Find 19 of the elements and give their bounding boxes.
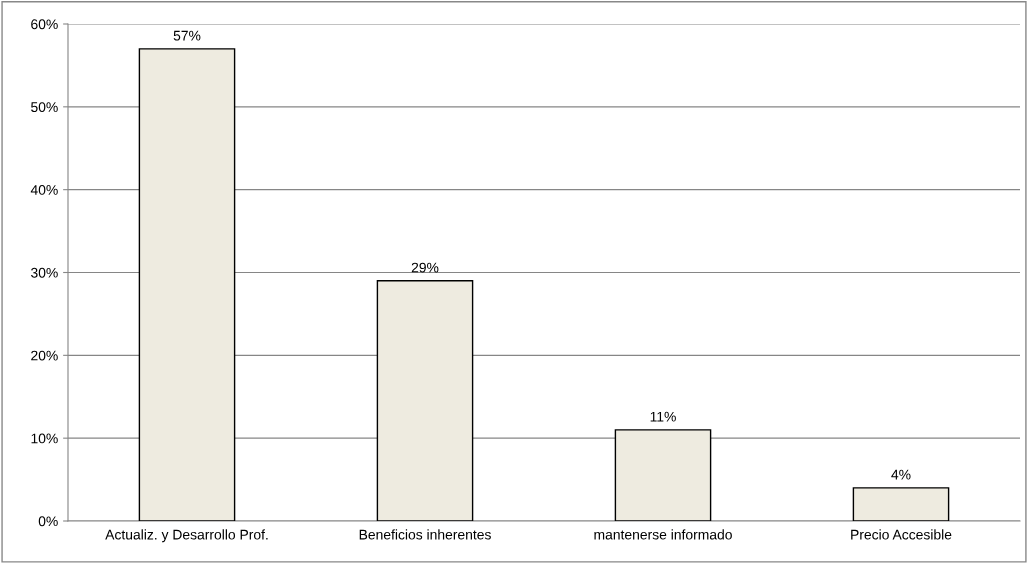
bar <box>138 48 236 521</box>
y-tick-label: 30% <box>31 267 58 278</box>
y-tick-label: 20% <box>31 350 58 361</box>
y-tick-label: 10% <box>31 433 58 444</box>
y-tick-label: 0% <box>38 516 58 527</box>
y-tick-label: 60% <box>31 19 58 30</box>
bar <box>614 429 712 521</box>
x-tick-label: mantenerse informado <box>594 529 732 540</box>
bar <box>852 487 950 521</box>
x-tick-label: Beneficios inherentes <box>359 529 491 540</box>
data-label: 29% <box>411 262 439 273</box>
data-label: 57% <box>173 30 201 41</box>
bar <box>376 280 474 521</box>
x-tick-label: Actualiz. y Desarrollo Prof. <box>105 529 268 543</box>
y-tick-label: 50% <box>31 102 58 112</box>
y-tick-label: 40% <box>30 185 58 195</box>
x-tick-label: Precio Accesible <box>851 529 952 540</box>
data-label: 11% <box>650 411 676 422</box>
data-label: 4% <box>891 469 911 480</box>
